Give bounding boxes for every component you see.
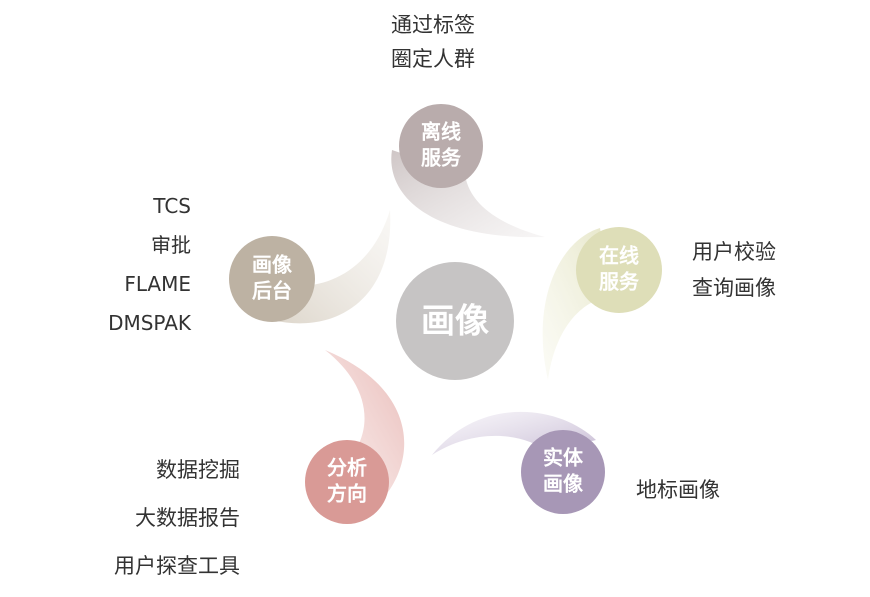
center-circle bbox=[396, 262, 514, 380]
online-line2: 服务 bbox=[599, 270, 640, 294]
entity-line1: 实体 bbox=[543, 446, 584, 470]
online-line1: 在线 bbox=[599, 244, 639, 268]
backend-note: 审批 bbox=[151, 233, 191, 257]
backend-notes: TCS 审批 FLAME DMSPAK bbox=[108, 196, 191, 333]
offline-notes: 通过标签 圈定人群 bbox=[391, 15, 475, 70]
offline-note: 通过标签 bbox=[391, 13, 475, 37]
online-note: 用户校验 bbox=[692, 240, 776, 264]
analysis-circle bbox=[305, 440, 389, 524]
offline-note: 圈定人群 bbox=[391, 47, 475, 71]
backend-line1: 画像 bbox=[252, 253, 293, 277]
analysis-line1: 分析 bbox=[327, 456, 367, 480]
node-backend[interactable]: 画像 后台 bbox=[229, 236, 315, 322]
backend-circle bbox=[229, 236, 315, 322]
online-circle bbox=[576, 227, 662, 313]
analysis-note: 数据挖掘 bbox=[156, 458, 240, 482]
center-label: 画像 bbox=[421, 302, 489, 342]
backend-note: DMSPAK bbox=[108, 311, 191, 335]
offline-circle bbox=[399, 104, 483, 188]
node-analysis[interactable]: 分析 方向 bbox=[305, 440, 389, 524]
analysis-notes: 数据挖掘 大数据报告 用户探查工具 bbox=[114, 460, 240, 577]
analysis-line2: 方向 bbox=[327, 482, 367, 506]
entity-line2: 画像 bbox=[543, 472, 584, 496]
backend-line2: 后台 bbox=[252, 279, 292, 303]
offline-line1: 离线 bbox=[421, 120, 461, 144]
online-notes: 用户校验 查询画像 bbox=[692, 242, 776, 299]
node-online[interactable]: 在线 服务 bbox=[576, 227, 662, 313]
entity-note: 地标画像 bbox=[636, 478, 720, 502]
entity-circle bbox=[521, 430, 605, 514]
online-note: 查询画像 bbox=[692, 276, 776, 300]
analysis-note: 用户探查工具 bbox=[114, 554, 240, 578]
backend-note: FLAME bbox=[124, 272, 191, 296]
offline-line2: 服务 bbox=[421, 146, 462, 170]
entity-notes: 地标画像 bbox=[636, 480, 720, 501]
node-entity[interactable]: 实体 画像 bbox=[521, 430, 605, 514]
analysis-tail bbox=[325, 350, 405, 495]
analysis-note: 大数据报告 bbox=[135, 506, 240, 530]
backend-note: TCS bbox=[153, 194, 191, 218]
node-offline[interactable]: 离线 服务 bbox=[399, 104, 483, 188]
